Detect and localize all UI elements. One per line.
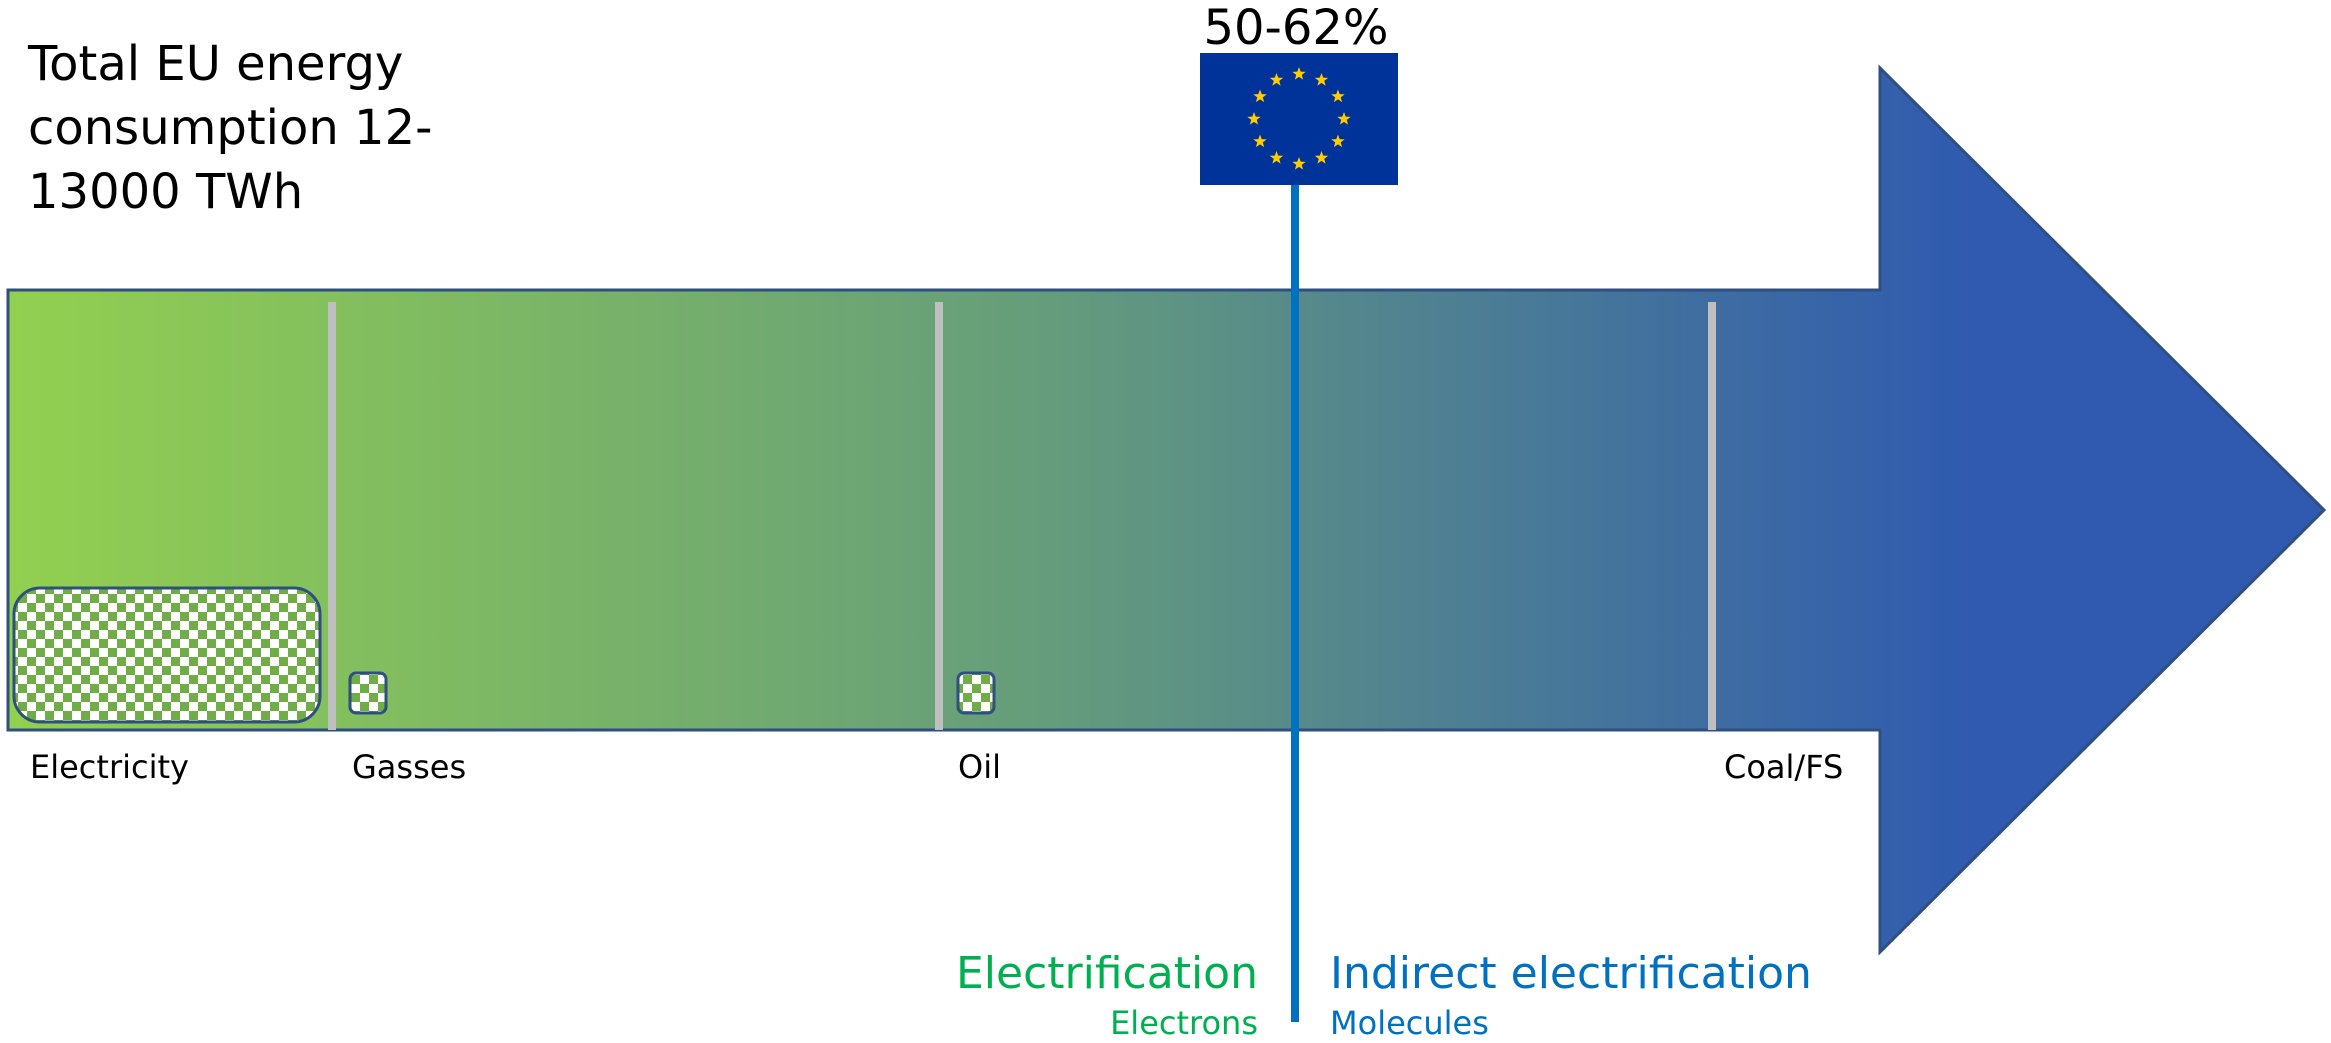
diagram-title: Total EU energy consumption 12- 13000 TW… (27, 36, 448, 220)
eu-star-icon (1314, 150, 1329, 164)
eu-star-icon (1292, 157, 1306, 170)
eu-star-icon (1253, 89, 1267, 103)
category-label-gasses: Gasses (352, 748, 466, 786)
eu-star-icon (1331, 134, 1345, 148)
title-line-3: 13000 TWh (28, 164, 303, 220)
molecules-label: Molecules (1330, 1004, 1489, 1042)
eu-star-icon (1314, 73, 1329, 86)
eu-star-icon (1269, 73, 1284, 86)
category-label-oil: Oil (958, 748, 1001, 786)
eu-star-icon (1269, 150, 1284, 164)
electrification-label: Electrification (956, 948, 1258, 999)
eu-star-icon (1292, 67, 1306, 80)
indirect-electrification-label: Indirect electrification (1330, 948, 1812, 999)
eu-star-icon (1331, 89, 1345, 103)
oil-share-box (956, 671, 996, 715)
electricity-share-box (12, 586, 322, 724)
target-percentage: 50-62% (1203, 0, 1388, 56)
eu-flag-icon (1200, 53, 1398, 185)
electrons-label: Electrons (1110, 1004, 1258, 1042)
category-label-electricity: Electricity (30, 748, 189, 786)
gasses-share-box (348, 671, 388, 715)
title-line-1: Total EU energy (27, 36, 403, 92)
title-line-2: consumption 12- (28, 100, 432, 156)
eu-star-icon (1253, 134, 1267, 148)
energy-arrow (6, 64, 2327, 956)
eu-star-icon (1337, 112, 1351, 125)
eu-star-icon (1247, 112, 1261, 125)
category-label-coal: Coal/FS (1724, 748, 1843, 786)
